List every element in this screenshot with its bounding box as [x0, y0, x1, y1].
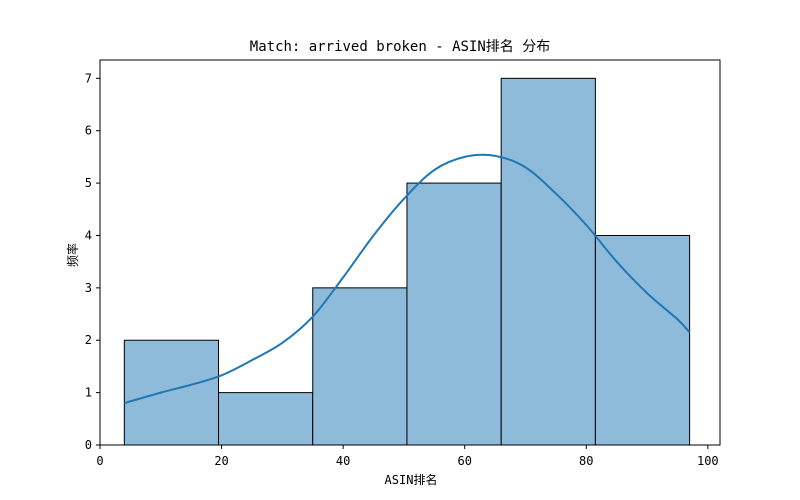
y-tick-label: 2	[85, 333, 92, 347]
y-tick-label: 6	[85, 124, 92, 138]
kde-curve	[124, 153, 691, 405]
y-tick-label: 7	[85, 71, 92, 85]
y-tick-label: 3	[85, 281, 92, 295]
histogram-bars	[123, 77, 691, 446]
histogram-bar-6	[594, 234, 691, 446]
x-axis-label: ASIN排名	[385, 472, 438, 487]
x-tick-label: 0	[96, 454, 103, 468]
x-tick-label: 100	[697, 454, 719, 468]
x-tick-label: 60	[457, 454, 471, 468]
y-tick-label: 4	[85, 228, 92, 242]
histogram-bar-4	[406, 182, 502, 446]
histogram-bar-5	[500, 77, 596, 446]
x-tick-label: 80	[579, 454, 593, 468]
y-tick-label: 0	[85, 438, 92, 452]
plot-frame	[99, 59, 721, 446]
histogram-bar-1	[123, 339, 220, 446]
x-tick-label: 20	[214, 454, 228, 468]
y-tick-label: 5	[85, 176, 92, 190]
chart-title: Match: arrived broken - ASIN排名 分布	[250, 39, 550, 55]
y-axis-ticks: 0 1 2 3 4 5 6 7	[85, 71, 100, 452]
histogram-bar-2	[218, 392, 314, 446]
y-axis-label: 频率	[65, 243, 80, 267]
y-tick-label: 1	[85, 386, 92, 400]
x-tick-label: 40	[336, 454, 350, 468]
histogram-bar-3	[312, 287, 408, 446]
x-axis-ticks: 0 20 40 60 80 100	[96, 445, 719, 468]
